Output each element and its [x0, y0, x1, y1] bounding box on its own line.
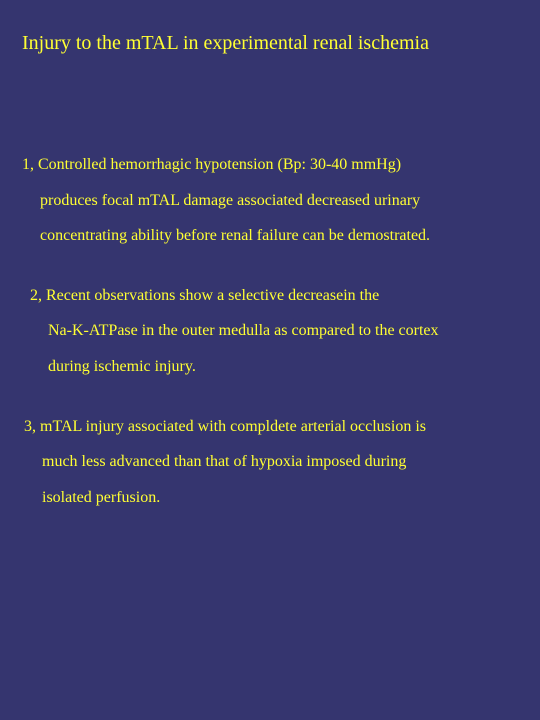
point-3-line-3: isolated perfusion.: [24, 487, 518, 509]
point-1: 1, Controlled hemorrhagic hypotension (B…: [22, 154, 518, 247]
point-1-line-3: concentrating ability before renal failu…: [22, 225, 518, 247]
point-3: 3, mTAL injury associated with compldete…: [22, 416, 518, 509]
point-1-line-2: produces focal mTAL damage associated de…: [22, 190, 518, 212]
slide-title: Injury to the mTAL in experimental renal…: [22, 30, 518, 56]
point-2: 2, Recent observations show a selective …: [22, 285, 518, 378]
point-2-line-3: during ischemic injury.: [30, 356, 518, 378]
slide-container: Injury to the mTAL in experimental renal…: [0, 0, 540, 720]
point-3-line-2: much less advanced than that of hypoxia …: [24, 451, 518, 473]
point-1-line-1: 1, Controlled hemorrhagic hypotension (B…: [22, 154, 518, 176]
point-3-line-1: 3, mTAL injury associated with compldete…: [24, 416, 518, 438]
point-2-line-2: Na-K-ATPase in the outer medulla as comp…: [30, 320, 518, 342]
point-2-line-1: 2, Recent observations show a selective …: [30, 285, 518, 307]
